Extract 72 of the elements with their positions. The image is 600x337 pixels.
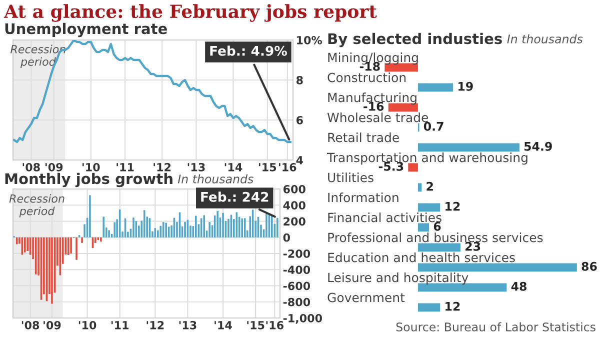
y-tick-label: 10% (297, 36, 322, 44)
bar (418, 203, 440, 212)
y-tick-label: Wholesale trade (327, 112, 428, 122)
x-tick-label: '16 (279, 162, 296, 172)
x-tick-label: '10 (82, 162, 100, 172)
y-tick-label: -800 (283, 298, 310, 306)
data-label: 12 (446, 202, 460, 211)
y-tick-label: 0 (283, 233, 290, 242)
y-tick-label: 8 (296, 76, 303, 84)
x-tick-label: '10 (78, 320, 96, 330)
x-tick-label: '08 (22, 162, 40, 172)
band-label: Recession period (9, 194, 64, 218)
data-label: 12 (446, 302, 460, 311)
x-tick-label: '08 (22, 320, 40, 330)
bar (418, 263, 577, 272)
data-label: 2 (426, 182, 433, 191)
y-tick-label: Government (328, 292, 405, 302)
y-tick-label: Professional and business services (328, 232, 543, 242)
data-label: 48 (511, 282, 526, 291)
y-tick-label: -1,000 (283, 314, 322, 324)
x-tick-label: '13 (188, 162, 205, 172)
x-tick-label: '11 (116, 163, 134, 172)
bar (418, 143, 520, 152)
bar (408, 163, 418, 172)
y-tick-label: 4 (296, 156, 303, 164)
y-tick-label: -400 (283, 266, 310, 274)
bar (418, 303, 440, 312)
y-tick-label: Utilities (328, 172, 374, 182)
bar (418, 243, 460, 252)
bar (418, 83, 454, 92)
y-tick-label: -600 (283, 282, 310, 290)
chart-subtitle: In thousands (507, 34, 583, 44)
bar (384, 63, 418, 72)
source-note: Source: Bureau of Labor Statistics (396, 322, 596, 332)
y-tick-label: 600 (283, 184, 306, 194)
bar (418, 283, 507, 292)
y-tick-label: Retail trade (328, 132, 399, 142)
x-tick-label: '14 (224, 163, 242, 172)
y-tick-label: Construction (328, 72, 406, 82)
x-tick-label: '12 (146, 320, 164, 330)
bar (418, 183, 422, 192)
bar (388, 103, 418, 112)
x-tick-label: '13 (179, 320, 196, 330)
x-tick-label: '15 (247, 321, 264, 330)
x-tick-label: '16 (266, 320, 284, 330)
x-tick-label: '09 (44, 320, 61, 330)
annotation: Feb.: 4.9% (210, 46, 287, 56)
x-tick-label: '11 (111, 321, 129, 330)
y-tick-label: Information (328, 192, 398, 202)
x-tick-label: '09 (45, 162, 63, 172)
y-tick-label: Financial activities (328, 212, 442, 222)
y-tick-label: 400 (283, 201, 306, 210)
data-label: 86 (582, 262, 597, 271)
chart-title: Monthly jobs growth (5, 172, 172, 188)
x-tick-label: '12 (154, 162, 171, 172)
y-tick-label: Leisure and hospitality (328, 272, 468, 285)
x-tick-label: '14 (214, 321, 232, 330)
chart-subtitle: In thousands (178, 174, 254, 184)
y-tick-label: 200 (284, 217, 306, 226)
chart-subtitle: Unemployment rate (5, 22, 167, 38)
data-label: 23 (466, 242, 480, 251)
annotation: Feb.: 242 (201, 192, 268, 202)
chart-title: By selected industies (328, 32, 502, 48)
x-tick-label: '15 (259, 163, 276, 172)
y-tick-label: 6 (296, 116, 303, 124)
bar (418, 223, 430, 232)
data-label: 0.7 (424, 122, 444, 131)
data-label: 54.9 (524, 142, 552, 151)
y-tick-label: Education and health services (328, 252, 515, 262)
y-tick-label: -200 (283, 249, 310, 258)
data-label: 19 (458, 82, 473, 91)
chart-title: At a glance: the February jobs report (4, 4, 377, 22)
